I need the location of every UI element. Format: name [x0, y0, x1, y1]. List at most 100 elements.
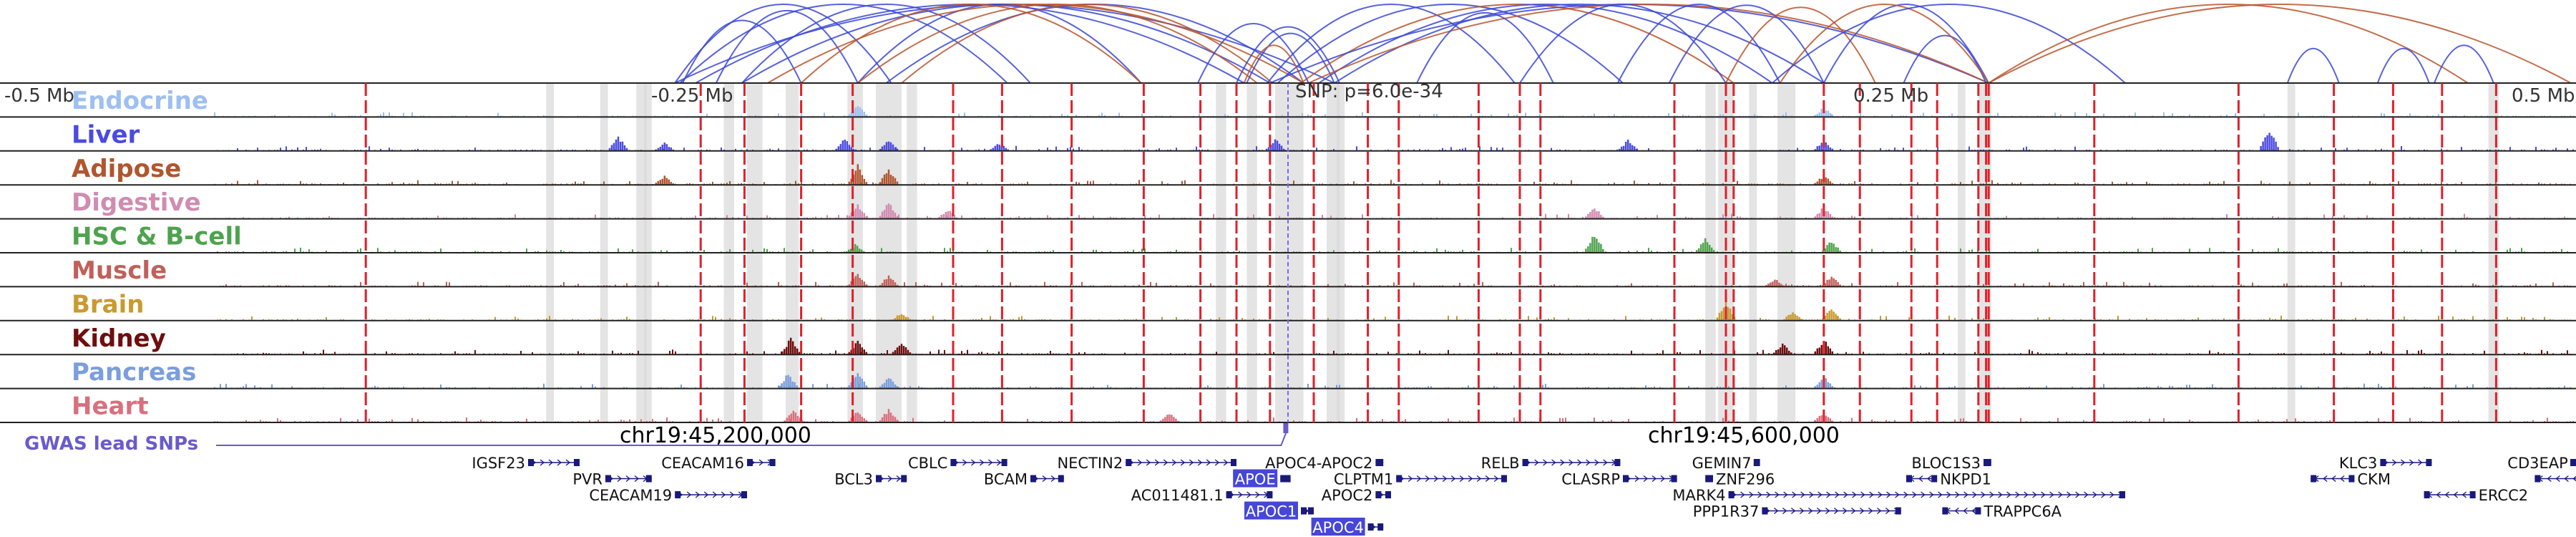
coordinate-label-2: chr19:45,600,000 — [1648, 423, 1840, 448]
gene-label: CLPTM1 — [1334, 471, 1393, 488]
gene-trappc6a: TRAPPC6A — [1942, 503, 2062, 521]
track-peak-2 — [879, 169, 899, 185]
gene-exon-end — [2570, 459, 2576, 466]
track-peak-5 — [1265, 139, 1285, 151]
gene-strand-arrows — [1128, 459, 1229, 466]
gene-strand-arrows — [1399, 475, 1499, 483]
track-peak-2 — [1783, 312, 1802, 321]
gene-exon-end — [1501, 475, 1507, 483]
gene-exon-start — [1906, 475, 1912, 483]
gene-exon-start — [1762, 507, 1768, 515]
loop-arc-26 — [1519, 4, 1727, 84]
gene-highlight-box — [1311, 518, 1365, 536]
track-label-endocrine: Endocrine — [72, 87, 208, 115]
coordinate-label-1: chr19:45,200,000 — [620, 423, 811, 448]
track-peak-2 — [892, 344, 912, 355]
chromatin-loops — [674, 4, 2572, 84]
gene-pvr: PVR — [572, 471, 652, 488]
gene-strand-arrows — [2383, 459, 2423, 466]
genome-coordinates: chr19:45,200,000 chr19:45,600,000 — [620, 423, 1840, 448]
gene-exon-start — [1226, 491, 1232, 498]
gene-exon-start — [1367, 523, 1374, 531]
loop-arc-25 — [1416, 12, 1554, 84]
track-peak-0 — [781, 337, 801, 355]
gene-exon-start — [1301, 507, 1307, 515]
gene-exon-start — [950, 459, 957, 466]
gene-highlight-box — [1244, 501, 1298, 520]
track-background-signal — [214, 349, 2571, 355]
track-background-signal — [217, 145, 2574, 151]
gene-label: AC011481.1 — [1131, 487, 1224, 504]
gene-exon-end — [1614, 459, 1621, 466]
gene-strand-arrows — [1732, 491, 2123, 498]
gene-exon-start — [1375, 491, 1382, 498]
gene-label: CEACAM16 — [661, 455, 744, 472]
gene-label: ZNF180 — [240, 536, 298, 537]
loop-arc-38 — [2434, 44, 2494, 84]
gene-clptm1: CLPTM1 — [1334, 471, 1507, 488]
loop-arc-37 — [2376, 48, 2430, 84]
gene-exon-start — [2311, 475, 2317, 483]
gene-igsf23: IGSF23 — [472, 455, 580, 472]
gene-exon-end — [1267, 491, 1273, 498]
gene-label: ZNF296 — [1716, 471, 1775, 488]
snp-pvalue-label: SNP: p=6.0e-34 — [1295, 81, 1443, 102]
snp-lines — [364, 83, 2497, 422]
gwas-lead-snps-label: GWAS lead SNPs — [24, 433, 198, 455]
gene-label: PPP1R37 — [1693, 503, 1760, 521]
track-peak-3 — [1822, 309, 1841, 321]
loop-arc-27 — [1616, 4, 1781, 84]
gene-exon-end — [901, 475, 907, 483]
loop-arc-36 — [2286, 48, 2340, 84]
gene-exon-end — [2348, 475, 2355, 483]
loop-arc-15 — [1236, 26, 1340, 84]
gene-label: MARK4 — [1672, 487, 1725, 504]
loop-arc-9 — [741, 4, 1271, 84]
track-peak-1 — [655, 142, 675, 151]
loop-arc-2 — [679, 4, 1008, 84]
track-peak-6 — [1618, 140, 1638, 151]
loop-arc-5 — [857, 4, 1142, 84]
gene-exon-end — [1707, 475, 1713, 483]
track-label-heart: Heart — [72, 392, 148, 421]
loop-arc-1 — [715, 9, 859, 84]
track-peak-2 — [879, 409, 899, 422]
scale-bar: -0.5 Mb -0.25 Mb SNP: p=6.0e-34 0.25 Mb … — [4, 81, 2575, 107]
track-peak-3 — [1160, 414, 1179, 422]
gene-label: PVR — [572, 471, 602, 488]
gene-exon-start — [605, 475, 611, 483]
gene-znf180: ZNF180 — [240, 536, 298, 537]
gene-exon-start — [2534, 475, 2541, 483]
loop-arc-18 — [1277, 4, 1624, 84]
track-background-signal — [217, 281, 2574, 287]
scale-label-neg-0.5: -0.5 Mb — [4, 85, 74, 107]
track-peak-1 — [879, 275, 899, 287]
gene-label: CKM — [2357, 471, 2391, 488]
track-peak-0 — [655, 175, 675, 185]
loop-arc-34 — [1988, 4, 2469, 84]
gene-gemin7: GEMIN7 — [1692, 455, 1760, 472]
loop-arc-7 — [674, 4, 1335, 84]
gene-exon-end — [1377, 459, 1384, 466]
gene-strand-arrows — [1229, 491, 1269, 498]
loop-arc-14 — [1197, 22, 1309, 84]
track-peak-2 — [1695, 238, 1715, 253]
track-label-brain: Brain — [72, 290, 145, 319]
gene-label: TRAPPC6A — [1983, 503, 2062, 521]
gene-label: RELB — [1481, 455, 1520, 472]
gene-ceacam16: CEACAM16 — [661, 455, 776, 472]
loop-arc-35 — [1988, 4, 2572, 84]
gene-strand-arrows — [1526, 459, 1616, 466]
track-peak-8 — [2260, 132, 2279, 151]
gene-label: CBLC — [908, 455, 947, 472]
gene-exon-start — [1030, 475, 1036, 483]
gwas-lead-snps: GWAS lead SNPs — [24, 423, 1289, 455]
loop-arc-4 — [682, 19, 802, 84]
gene-strand-arrows — [1626, 475, 1674, 483]
loop-arc-33 — [1772, 4, 2126, 84]
gene-exon-end — [1308, 507, 1314, 515]
gene-clasrp: CLASRP — [1561, 471, 1677, 488]
gene-relb: RELB — [1481, 455, 1621, 472]
gene-exon-start — [528, 459, 534, 466]
